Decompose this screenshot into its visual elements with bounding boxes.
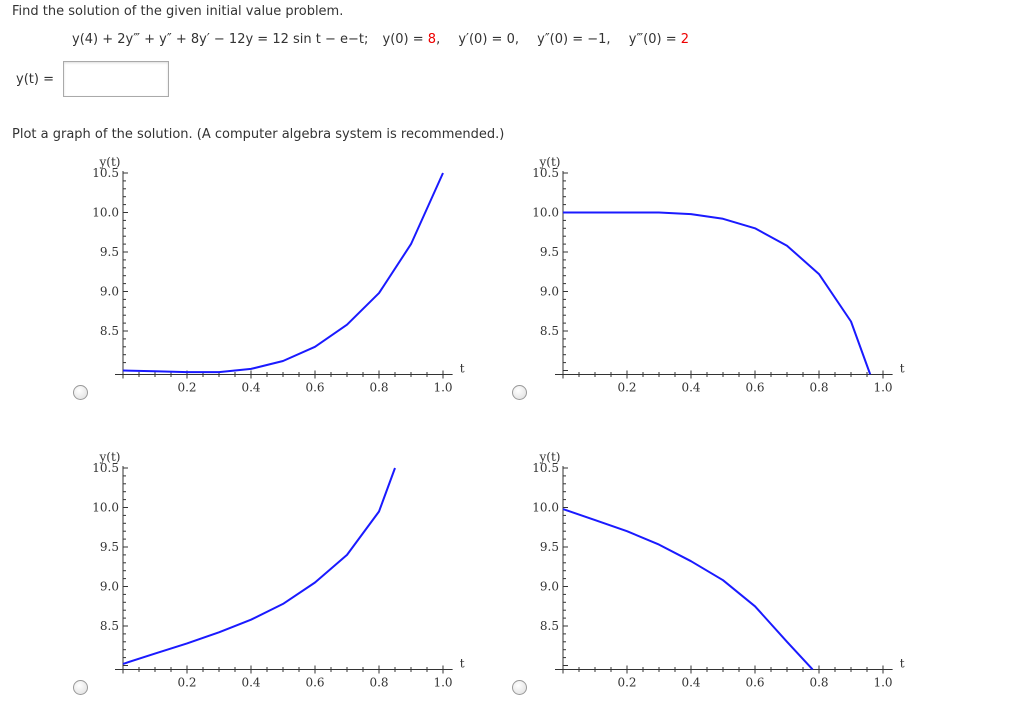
ic-1: y′(0) = 0, [458, 32, 519, 47]
ic-3: y‴(0) = 2 [628, 32, 690, 47]
x-tick-label: 0.4 [241, 675, 260, 689]
option-radio-4[interactable] [512, 680, 527, 695]
y-tick-label: 10.5 [92, 461, 119, 475]
y-tick-label: 9.5 [540, 540, 559, 554]
y-tick-label: 10.0 [92, 206, 119, 220]
x-tick-label: 0.4 [681, 380, 700, 394]
x-tick-label: 0.2 [177, 675, 196, 689]
x-tick-label: 0.4 [681, 675, 700, 689]
y-tick-label: 10.5 [92, 166, 119, 180]
y-tick-label: 9.5 [540, 245, 559, 259]
y-tick-label: 10.0 [92, 501, 119, 515]
differential-equation: y(4) + 2y‴ + y″ + 8y′ − 12y = 12 sin t −… [72, 32, 689, 47]
chart-1: 0.2 0.4 0.6 0.8 1.0 10.5 10.0 9.5 9.0 8.5 y(t) t [92, 155, 465, 394]
chart-3: 0.2 0.4 0.6 0.8 1.0 10.5 10.0 9.5 9.0 8.5 y(t) t [92, 450, 465, 689]
x-tick-label: 0.2 [177, 380, 196, 394]
solution-curve [562, 508, 814, 671]
x-tick-label: 0.2 [617, 675, 636, 689]
option-radio-1[interactable] [73, 385, 88, 400]
solution-curve [122, 172, 444, 374]
y-tick-label: 9.0 [540, 580, 559, 594]
solution-curve [563, 211, 872, 375]
x-tick-label: 0.6 [305, 380, 324, 394]
x-tick-label: 0.6 [745, 675, 764, 689]
y-axis-label: y(t) [539, 450, 561, 464]
y-tick-label: 10.0 [532, 206, 559, 220]
x-axis-label: t [460, 361, 465, 375]
x-tick-label: 0.6 [305, 675, 324, 689]
solution-curve [122, 467, 396, 665]
answer-label: y(t) = [16, 72, 54, 87]
y-tick-label: 8.5 [540, 619, 559, 633]
chart-2: 0.2 0.4 0.6 0.8 1.0 10.5 10.0 9.5 9.0 8.5 y(t) t [532, 155, 905, 394]
y-tick-label: 8.5 [540, 324, 559, 338]
x-axis-label: t [900, 656, 905, 670]
x-tick-label: 0.8 [369, 675, 388, 689]
y-tick-label: 8.5 [100, 324, 119, 338]
x-tick-label: 0.8 [809, 380, 828, 394]
x-axis-label: t [460, 656, 465, 670]
ic-2: y″(0) = −1, [537, 32, 611, 47]
x-tick-label: 1.0 [433, 675, 452, 689]
x-tick-label: 0.8 [369, 380, 388, 394]
option-radio-3[interactable] [73, 680, 88, 695]
x-tick-label: 1.0 [873, 675, 892, 689]
x-tick-label: 1.0 [433, 380, 452, 394]
y-axis-label: y(t) [99, 450, 121, 464]
answer-input[interactable] [63, 61, 169, 97]
plot-prompt: Plot a graph of the solution. (A compute… [12, 127, 505, 142]
y-tick-label: 10.5 [532, 461, 559, 475]
y-tick-label: 8.5 [100, 619, 119, 633]
y-tick-label: 10.0 [532, 501, 559, 515]
x-tick-label: 0.6 [745, 380, 764, 394]
y-axis-label: y(t) [99, 155, 121, 169]
x-tick-label: 1.0 [873, 380, 892, 394]
equation-lhs: y(4) + 2y‴ + y″ + 8y′ − 12y = 12 sin t −… [72, 32, 369, 47]
y-tick-label: 9.0 [100, 580, 119, 594]
x-tick-label: 0.4 [241, 380, 260, 394]
y-axis-label: y(t) [539, 155, 561, 169]
x-axis-label: t [900, 361, 905, 375]
ic-0: y(0) = 8, [382, 32, 441, 47]
y-tick-label: 9.5 [100, 540, 119, 554]
y-tick-label: 9.5 [100, 245, 119, 259]
y-tick-label: 9.0 [100, 285, 119, 299]
x-tick-label: 0.8 [809, 675, 828, 689]
y-tick-label: 10.5 [532, 166, 559, 180]
instruction-text: Find the solution of the given initial v… [12, 4, 344, 19]
option-radio-2[interactable] [512, 385, 527, 400]
y-tick-label: 9.0 [540, 285, 559, 299]
chart-4: 0.2 0.4 0.6 0.8 1.0 10.5 10.0 9.5 9.0 8.5 y(t) t [532, 450, 905, 689]
x-tick-label: 0.2 [617, 380, 636, 394]
